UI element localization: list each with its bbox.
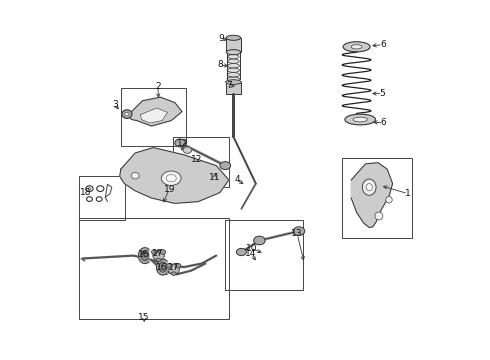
Ellipse shape	[153, 251, 164, 261]
Ellipse shape	[226, 50, 241, 55]
Bar	[225, 220, 303, 290]
Ellipse shape	[236, 248, 246, 256]
Text: 6: 6	[380, 40, 386, 49]
Ellipse shape	[160, 250, 166, 254]
Polygon shape	[120, 148, 229, 203]
Ellipse shape	[159, 262, 167, 272]
Text: 6: 6	[381, 118, 387, 127]
Ellipse shape	[175, 264, 181, 268]
Polygon shape	[141, 108, 168, 123]
Polygon shape	[351, 163, 392, 228]
Bar	[225, 83, 242, 94]
Ellipse shape	[166, 175, 176, 182]
Text: 13: 13	[292, 230, 303, 239]
Bar	[226, 38, 241, 52]
Ellipse shape	[171, 272, 176, 275]
Ellipse shape	[225, 80, 242, 84]
Text: 12: 12	[177, 139, 189, 148]
Ellipse shape	[366, 184, 372, 191]
Ellipse shape	[228, 54, 239, 59]
Polygon shape	[128, 97, 182, 126]
Text: 8: 8	[217, 60, 222, 69]
Text: 1: 1	[405, 189, 411, 198]
Text: 14: 14	[245, 249, 257, 258]
Ellipse shape	[343, 42, 370, 52]
Ellipse shape	[161, 171, 181, 185]
Bar	[121, 88, 186, 146]
Text: 11: 11	[209, 173, 220, 181]
Ellipse shape	[141, 251, 149, 261]
Ellipse shape	[363, 179, 376, 195]
Ellipse shape	[351, 45, 362, 49]
Ellipse shape	[375, 212, 383, 220]
Text: 4: 4	[234, 175, 240, 184]
Ellipse shape	[183, 147, 192, 153]
Text: 10: 10	[245, 244, 257, 253]
Ellipse shape	[227, 77, 240, 81]
Ellipse shape	[125, 112, 129, 116]
Text: 19: 19	[164, 184, 175, 194]
Text: 9: 9	[219, 34, 224, 43]
Bar	[79, 176, 125, 220]
Polygon shape	[156, 259, 167, 275]
Text: 15: 15	[139, 313, 150, 322]
Text: 17: 17	[152, 249, 164, 258]
Text: 16: 16	[156, 263, 168, 271]
Bar	[173, 137, 229, 187]
Ellipse shape	[293, 227, 305, 235]
Ellipse shape	[345, 114, 375, 125]
Ellipse shape	[122, 110, 132, 118]
Text: 5: 5	[380, 89, 386, 98]
Ellipse shape	[353, 117, 368, 122]
Ellipse shape	[167, 264, 172, 268]
Ellipse shape	[226, 35, 241, 40]
Ellipse shape	[131, 172, 139, 179]
Polygon shape	[139, 248, 149, 264]
Ellipse shape	[228, 50, 239, 54]
Ellipse shape	[168, 264, 179, 274]
Ellipse shape	[227, 63, 240, 68]
Text: 18: 18	[80, 188, 92, 197]
Ellipse shape	[228, 59, 239, 63]
Text: 16: 16	[139, 250, 150, 259]
Ellipse shape	[220, 162, 231, 170]
Ellipse shape	[227, 68, 240, 72]
Text: 3: 3	[112, 100, 118, 109]
Ellipse shape	[254, 236, 265, 245]
Ellipse shape	[386, 197, 392, 203]
Bar	[342, 158, 413, 238]
Ellipse shape	[227, 72, 240, 77]
Ellipse shape	[156, 258, 161, 262]
Ellipse shape	[175, 139, 186, 147]
Text: 2: 2	[155, 82, 161, 91]
Text: 17: 17	[168, 263, 179, 272]
Text: 7: 7	[226, 81, 232, 90]
Ellipse shape	[151, 250, 157, 254]
Bar	[79, 218, 229, 319]
Text: 12: 12	[191, 154, 202, 163]
